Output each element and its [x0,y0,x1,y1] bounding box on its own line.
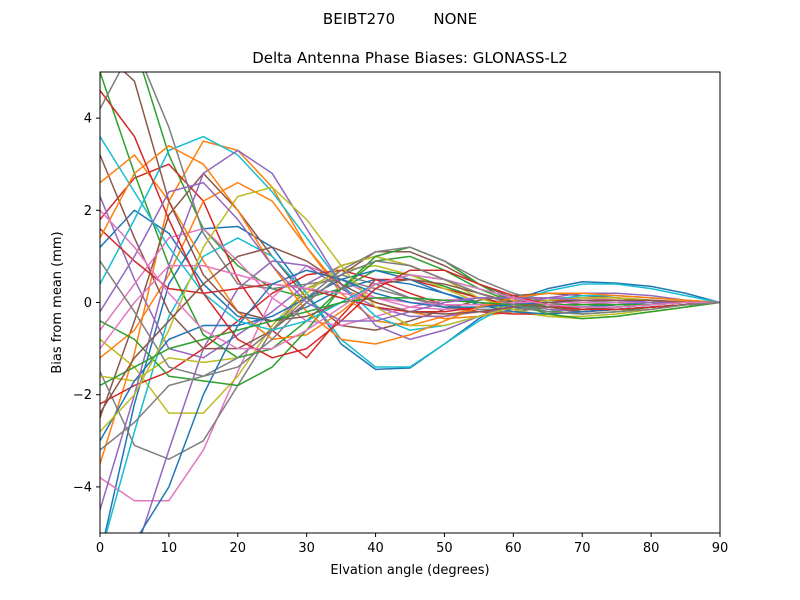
series-line-5 [100,196,720,359]
series-line-34 [100,89,720,359]
y-axis-label: Bias from mean (mm) [50,231,65,373]
figure-suptitle: BEIBT270 NONE [323,10,477,28]
series-line-25 [100,149,720,511]
series-line-32 [100,145,720,345]
y-tick-label: −2 [73,388,92,403]
x-tick-label: 10 [161,541,178,556]
x-tick-label: 50 [436,541,453,556]
y-tick-label: 2 [84,204,92,219]
series-line-37 [100,209,720,350]
x-tick-label: 30 [298,541,315,556]
x-tick-label: 70 [574,541,591,556]
x-tick-label: 0 [96,541,104,556]
x-axis-label: Elvation angle (degrees) [330,563,489,578]
chart-title: Delta Antenna Phase Biases: GLONASS-L2 [252,49,568,67]
series-line-1 [104,225,720,533]
y-tick-label: 4 [84,112,92,127]
x-tick-label: 80 [643,541,660,556]
x-tick-label: 90 [712,541,729,556]
series-line-10 [105,237,720,533]
series-line-33 [100,297,720,387]
series-line-36 [100,246,720,414]
series-layer [100,72,720,533]
x-tick-label: 60 [505,541,522,556]
series-line-38 [100,260,720,451]
y-axis: −4 −2 0 2 4 [73,112,100,495]
x-axis: 0 10 20 30 40 50 60 70 80 90 [96,533,728,556]
series-line-4 [100,163,720,359]
x-tick-label: 20 [230,541,247,556]
series-line-29 [100,186,720,433]
y-tick-label: −4 [73,480,92,495]
x-tick-label: 40 [367,541,384,556]
y-tick-label: 0 [84,296,92,311]
